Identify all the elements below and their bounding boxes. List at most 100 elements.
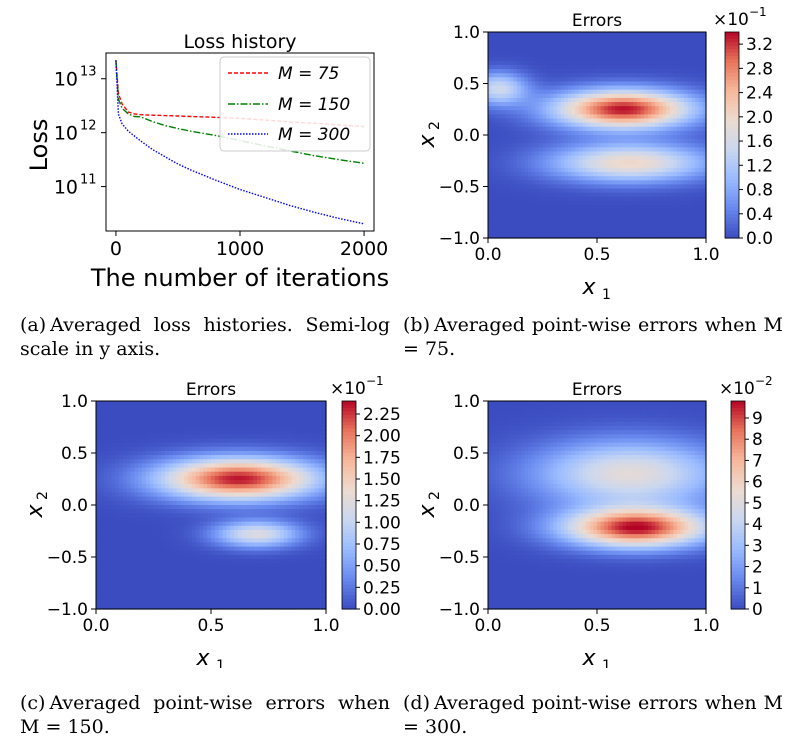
heatmap-cell <box>604 97 609 103</box>
heatmap-cell <box>662 64 667 70</box>
heatmap-cell <box>502 130 507 136</box>
heatmap-cell <box>651 73 656 78</box>
heatmap-cell <box>268 430 273 435</box>
heatmap-cell <box>578 188 584 194</box>
heatmap-cell <box>491 176 496 181</box>
heatmap-cell <box>636 200 642 206</box>
heatmap-cell <box>115 450 120 456</box>
heatmap-cell <box>222 405 227 410</box>
heatmap-cell <box>597 139 602 144</box>
heatmap-cell <box>138 463 143 469</box>
heatmap-cell <box>531 60 536 66</box>
heatmap-cell <box>203 446 208 452</box>
heatmap-cell <box>491 32 496 37</box>
heatmap-cell <box>669 221 674 227</box>
heatmap-cell <box>318 517 323 523</box>
heatmap-cell <box>593 81 598 87</box>
heatmap-cell <box>676 122 682 128</box>
heatmap-cell <box>535 89 540 95</box>
heatmap-cell <box>199 413 204 419</box>
heatmap-cell <box>176 509 181 514</box>
heatmap-cell <box>157 446 162 452</box>
heatmap-cell <box>488 60 493 66</box>
heatmap-cell <box>126 500 132 506</box>
heatmap-cell <box>134 405 139 410</box>
heatmap-cell <box>629 77 634 83</box>
heatmap-cell <box>241 480 247 485</box>
heatmap-cell <box>607 163 613 169</box>
heatmap-cell <box>145 492 151 498</box>
colorbar-segment <box>725 200 739 205</box>
heatmap-cell <box>618 130 624 136</box>
heatmap-cell <box>103 496 109 502</box>
heatmap-cell <box>698 36 703 41</box>
heatmap-cell <box>241 455 247 460</box>
heatmap-cell <box>589 192 594 198</box>
heatmap-cell <box>303 509 308 514</box>
heatmap-cell <box>604 60 609 66</box>
heatmap-cell <box>633 40 638 45</box>
heatmap-cell <box>647 130 653 136</box>
heatmap-cell <box>184 409 189 415</box>
heatmap-cell <box>658 180 663 186</box>
heatmap-cell <box>517 139 522 144</box>
heatmap-cell <box>651 89 656 95</box>
heatmap-cell <box>567 40 573 45</box>
heatmap-cell <box>531 102 536 107</box>
heatmap-cell <box>491 167 496 173</box>
heatmap-cell <box>618 221 624 227</box>
heatmap-cell <box>234 467 239 473</box>
heatmap-cell <box>291 500 296 506</box>
heatmap-cell <box>636 52 642 58</box>
heatmap-cell <box>626 60 631 66</box>
heatmap-cell <box>299 517 304 523</box>
heatmap-cell <box>687 167 693 173</box>
heatmap-cell <box>122 459 128 464</box>
heatmap-cell <box>195 446 201 452</box>
heatmap-cell <box>607 192 613 198</box>
heatmap-cell <box>684 81 689 87</box>
heatmap-cell <box>195 401 201 406</box>
heatmap-cell <box>676 60 682 66</box>
heatmap-cell <box>604 64 609 70</box>
heatmap-cell <box>138 496 143 502</box>
heatmap-cell <box>188 438 193 444</box>
heatmap-cell <box>553 64 558 70</box>
heatmap-cell <box>684 110 689 115</box>
heatmap-cell <box>134 450 139 456</box>
heatmap-cell <box>310 421 316 427</box>
heatmap-cell <box>626 52 631 58</box>
heatmap-cell <box>260 434 266 440</box>
heatmap-cell <box>517 126 522 132</box>
heatmap-cell <box>280 405 285 410</box>
heatmap-cell <box>575 143 580 148</box>
heatmap-cell <box>99 521 105 527</box>
heatmap-cell <box>188 500 193 506</box>
heatmap-cell <box>702 130 707 136</box>
heatmap-cell <box>546 69 551 74</box>
heatmap-cell <box>96 525 101 531</box>
heatmap-cell <box>520 229 525 235</box>
heatmap-cell <box>165 484 170 489</box>
heatmap-cell <box>655 114 660 120</box>
heatmap-cell <box>218 525 224 531</box>
heatmap-cell <box>604 180 609 186</box>
heatmap-cell <box>640 56 645 62</box>
heatmap-cell <box>597 110 602 115</box>
heatmap-cell <box>578 147 584 153</box>
heatmap-cell <box>310 463 316 469</box>
heatmap-cell <box>234 421 239 427</box>
heatmap-cell <box>509 110 515 115</box>
heatmap-cell <box>673 97 678 103</box>
heatmap-cell <box>524 143 529 148</box>
heatmap-cell <box>176 500 181 506</box>
heatmap-cell <box>535 32 540 37</box>
heatmap-cell <box>676 44 682 50</box>
colorbar-segment <box>725 62 739 67</box>
heatmap-cell <box>578 229 584 235</box>
heatmap-cell <box>142 480 147 485</box>
heatmap-cell <box>495 135 500 140</box>
heatmap-cell <box>593 143 598 148</box>
heatmap-cell <box>122 467 128 473</box>
heatmap-cell <box>488 196 493 202</box>
